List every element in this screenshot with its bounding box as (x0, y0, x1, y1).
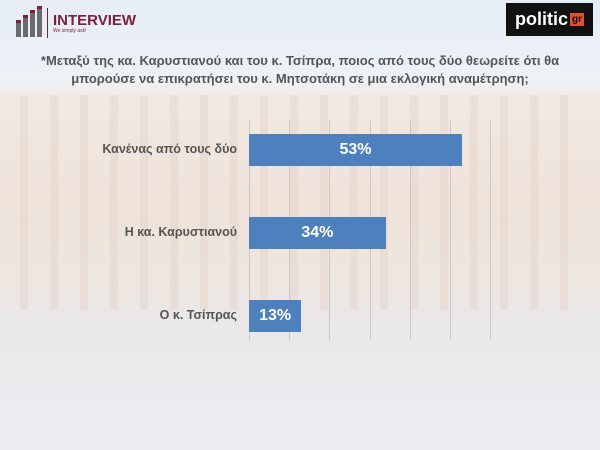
bar: 34% (249, 217, 386, 249)
politic-logo: politic gr (506, 3, 593, 36)
category-label: Ο κ. Τσίπρας (159, 308, 237, 322)
data-label: 53% (339, 141, 372, 158)
data-label: 13% (259, 307, 292, 324)
question-title: *Μεταξύ της κα. Καρυστιανού και του κ. Τ… (40, 53, 560, 86)
gridline (450, 120, 451, 340)
background-parliament-image (20, 95, 580, 310)
category-label: Κανένας από τους δύο (102, 142, 237, 156)
data-label: 34% (301, 224, 334, 241)
category-label: Η κα. Καρυστιανού (124, 225, 237, 239)
logo-tagline: We simply ask! (53, 27, 87, 34)
gridline (490, 120, 492, 340)
bar: 13% (249, 300, 302, 332)
interview-logo: INTERVIEW We simply ask! (16, 6, 137, 38)
gridline (409, 120, 411, 340)
bar: 53% (249, 134, 463, 166)
logo-title: INTERVIEW (53, 11, 137, 29)
logo-bars-icon (16, 6, 42, 37)
